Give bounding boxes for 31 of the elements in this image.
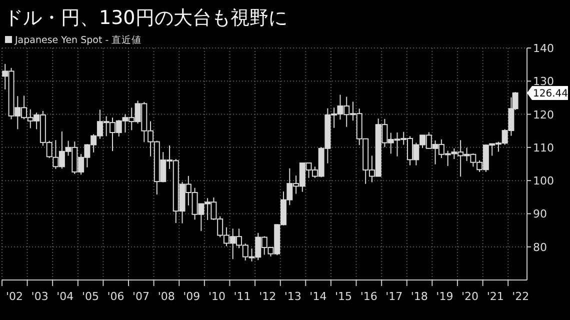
x-tick-label: '11 (234, 290, 251, 303)
x-tick-label: '18 (410, 290, 428, 303)
x-tick-label: '12 (259, 290, 276, 303)
x-tick-label: '14 (310, 290, 327, 303)
y-tick-label: 110 (533, 141, 554, 154)
chart-title: ドル・円、130円の大台も視野に (4, 7, 288, 29)
x-tick-label: '21 (486, 290, 504, 303)
x-tick-label: '06 (107, 290, 124, 303)
x-tick-label: '08 (158, 290, 175, 303)
x-tick-label: '04 (56, 290, 74, 303)
y-tick-label: 80 (533, 240, 547, 254)
y-tick-label: 140 (533, 42, 554, 55)
x-tick-label: '15 (334, 290, 352, 303)
legend-label: Japanese Yen Spot - 直近値 (14, 34, 142, 46)
y-tick-label: 100 (533, 174, 554, 188)
x-tick-label: '19 (436, 290, 454, 303)
x-tick-label: '02 (6, 290, 24, 303)
x-tick-label: '05 (82, 290, 99, 303)
x-tick-label: '13 (284, 290, 302, 303)
y-tick-label: 90 (533, 208, 547, 221)
x-tick-label: '10 (208, 290, 226, 303)
x-tick-label: '16 (360, 290, 378, 303)
y-tick-label: 120 (533, 108, 554, 122)
text: 126.44 (533, 88, 568, 100)
x-tick-label: '17 (386, 290, 403, 303)
x-tick-label: '07 (132, 290, 150, 303)
x-tick-label: '09 (183, 290, 200, 303)
x-tick-label: '20 (462, 290, 479, 303)
x-tick-label: '03 (31, 290, 48, 303)
y-tick-label: 130 (533, 75, 554, 88)
x-tick-label: '22 (512, 290, 530, 303)
